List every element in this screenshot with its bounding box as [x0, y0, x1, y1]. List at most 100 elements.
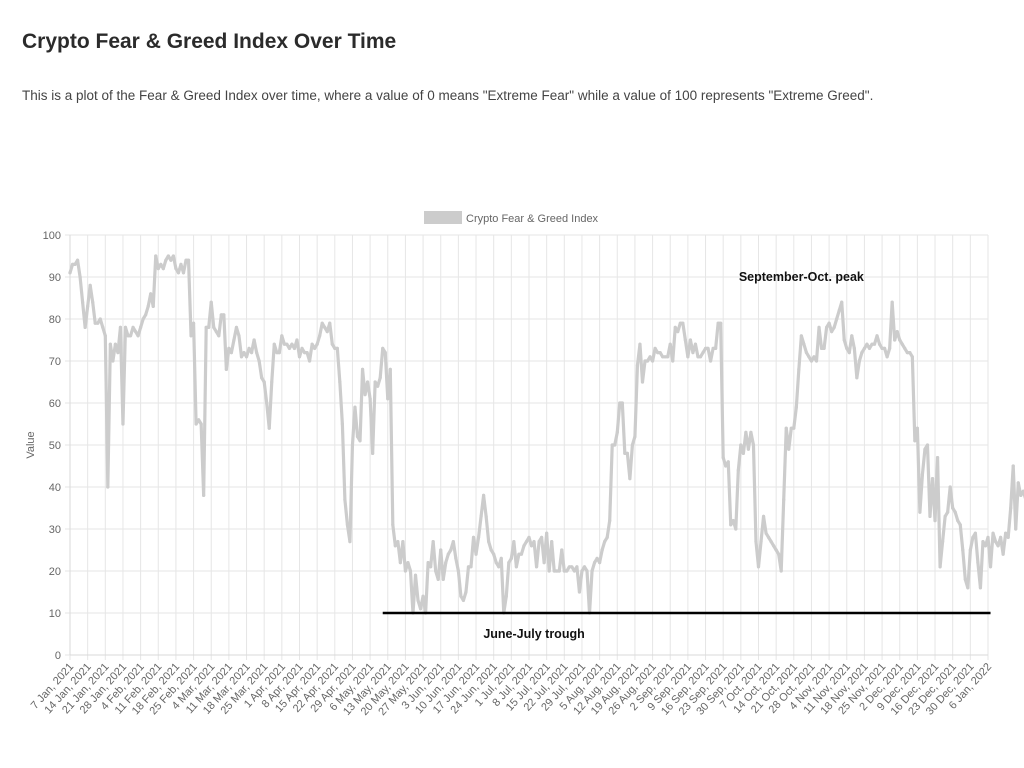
data-point — [534, 565, 539, 569]
data-point — [633, 435, 637, 439]
data-point — [608, 519, 612, 523]
data-point — [671, 359, 675, 363]
data-point — [560, 548, 564, 552]
data-point — [489, 548, 493, 552]
data-point — [739, 443, 743, 447]
data-point — [837, 309, 841, 313]
data-point — [247, 346, 251, 350]
data-point — [766, 535, 771, 540]
data-point — [545, 531, 549, 535]
data-point — [774, 548, 778, 552]
data-point — [202, 493, 206, 497]
data-point — [446, 552, 450, 556]
data-point — [497, 565, 501, 569]
data-point — [260, 376, 264, 380]
data-point — [267, 426, 271, 430]
data-point — [983, 544, 988, 548]
data-point — [431, 540, 435, 544]
data-point — [769, 540, 773, 544]
data-point — [459, 594, 463, 598]
data-point — [996, 544, 1000, 548]
data-point — [615, 430, 619, 434]
data-point — [703, 346, 708, 350]
data-point — [656, 351, 660, 355]
data-point — [893, 338, 897, 342]
data-point — [280, 334, 284, 338]
data-point — [111, 359, 115, 363]
data-point — [416, 598, 420, 603]
data-point — [265, 401, 269, 405]
data-point — [1019, 493, 1023, 497]
data-point — [492, 552, 496, 556]
data-point — [471, 535, 476, 540]
chart-annotation: June-July trough — [483, 627, 584, 641]
data-point — [567, 565, 571, 569]
data-point — [772, 544, 776, 548]
data-point — [840, 300, 844, 304]
data-point — [759, 540, 763, 544]
data-point — [229, 351, 234, 355]
data-point — [302, 351, 307, 355]
data-point — [698, 355, 703, 359]
data-point — [350, 443, 355, 447]
data-point — [857, 359, 861, 363]
y-tick-label: 100 — [43, 230, 61, 242]
y-tick-label: 90 — [49, 272, 61, 284]
data-point — [688, 338, 693, 342]
data-point — [842, 338, 846, 342]
data-point — [73, 262, 77, 266]
data-point — [408, 569, 413, 573]
data-point — [68, 271, 72, 275]
data-point — [875, 334, 879, 338]
data-point — [176, 271, 181, 275]
data-point — [106, 485, 110, 489]
data-point — [166, 254, 170, 258]
data-point — [454, 556, 458, 561]
data-point — [169, 258, 173, 262]
data-point — [406, 561, 410, 565]
data-point — [635, 363, 640, 367]
y-tick-label: 80 — [49, 314, 61, 326]
page-title: Crypto Fear & Greed Index Over Time — [22, 30, 397, 53]
data-point — [403, 569, 408, 573]
data-point — [224, 367, 228, 371]
data-point — [487, 540, 491, 544]
data-point — [123, 325, 128, 329]
data-point — [184, 258, 188, 262]
data-point — [441, 577, 445, 582]
y-tick-label: 30 — [49, 524, 61, 536]
data-point — [794, 405, 798, 409]
data-point — [910, 355, 914, 359]
data-point — [835, 317, 839, 321]
data-point — [782, 498, 786, 502]
data-point — [393, 544, 397, 548]
data-point — [313, 346, 317, 350]
data-point — [951, 506, 955, 510]
data-point — [570, 565, 574, 569]
data-point — [164, 258, 168, 262]
data-point — [701, 351, 705, 355]
data-point — [479, 514, 483, 519]
data-point — [101, 325, 105, 329]
data-point — [827, 321, 831, 325]
data-point — [189, 334, 193, 338]
data-point — [310, 342, 314, 346]
y-tick-label: 40 — [49, 482, 61, 494]
data-point — [542, 561, 546, 565]
data-point — [832, 325, 836, 329]
data-point — [325, 330, 329, 334]
data-point — [663, 355, 667, 359]
page-description: This is a plot of the Fear & Greed Index… — [22, 88, 874, 103]
data-point — [603, 540, 607, 544]
data-point — [686, 355, 690, 359]
data-point — [973, 531, 977, 535]
data-point — [75, 258, 80, 262]
data-point — [436, 577, 440, 582]
data-point — [809, 359, 814, 363]
data-point — [585, 569, 589, 573]
data-point — [194, 422, 198, 426]
data-point — [999, 535, 1003, 540]
data-point — [507, 561, 511, 565]
data-point — [227, 346, 231, 350]
data-point — [464, 590, 468, 594]
